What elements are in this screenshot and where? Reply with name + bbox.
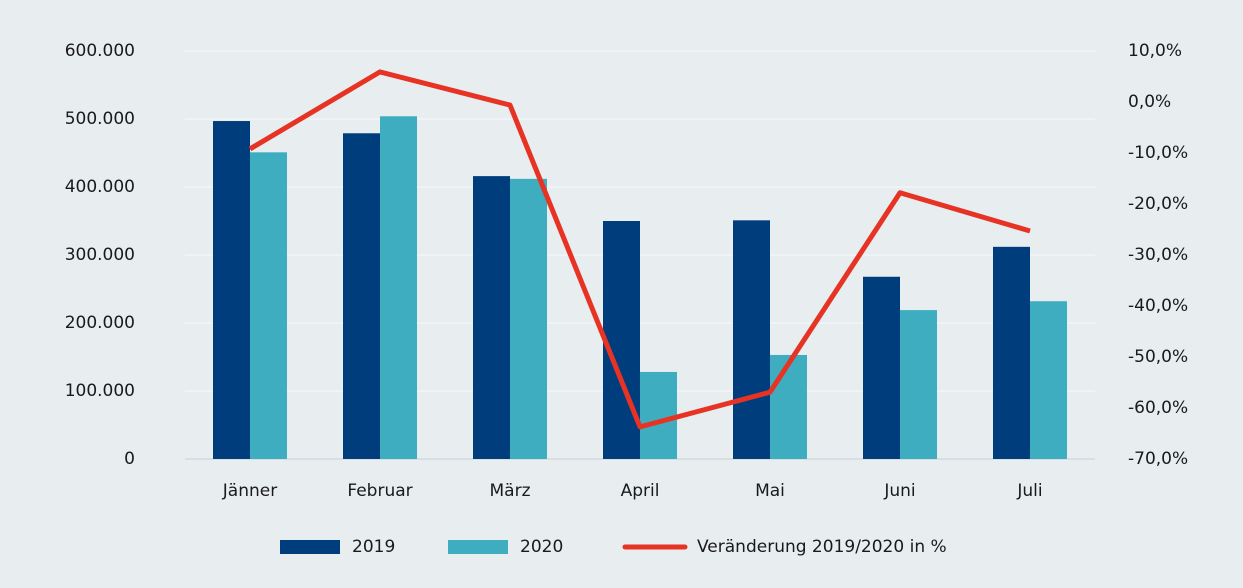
bar — [993, 246, 1030, 459]
y2-tick-label: -60,0% — [1128, 398, 1188, 418]
y2-tick-label: -10,0% — [1128, 143, 1188, 163]
x-tick-label: Juli — [1016, 481, 1042, 501]
bar — [1030, 301, 1067, 459]
bar — [863, 276, 900, 459]
legend-label: 2020 — [520, 537, 563, 557]
y2-tick-label: -30,0% — [1128, 245, 1188, 265]
bar — [733, 220, 770, 459]
x-tick-label: April — [621, 481, 660, 501]
y2-tick-label: 0,0% — [1128, 92, 1171, 112]
legend-label: Veränderung 2019/2020 in % — [697, 537, 947, 557]
legend-label: 2019 — [352, 537, 395, 557]
bar — [213, 121, 250, 459]
bar — [473, 176, 510, 459]
y2-tick-label: -50,0% — [1128, 347, 1188, 367]
y2-tick-label: -20,0% — [1128, 194, 1188, 214]
y-tick-label: 100.000 — [65, 381, 135, 401]
y2-tick-label: -40,0% — [1128, 296, 1188, 316]
line — [248, 69, 1031, 430]
bar — [380, 116, 417, 459]
legend-swatch — [280, 540, 340, 554]
bar — [770, 354, 807, 459]
bar — [603, 221, 640, 459]
y-tick-label: 500.000 — [65, 109, 135, 129]
bar — [900, 310, 937, 459]
y-tick-label: 600.000 — [65, 41, 135, 61]
y-tick-label: 400.000 — [65, 177, 135, 197]
x-tick-label: Juni — [883, 481, 915, 501]
x-tick-label: März — [490, 481, 531, 501]
x-tick-label: Februar — [347, 481, 412, 501]
bar — [343, 133, 380, 459]
bar — [250, 152, 287, 459]
y-tick-label: 0 — [124, 449, 135, 469]
y2-tick-label: -70,0% — [1128, 449, 1188, 469]
legend-swatch — [448, 540, 508, 554]
bar — [510, 178, 547, 459]
bar — [640, 371, 677, 459]
x-tick-label: Mai — [755, 481, 785, 501]
x-tick-label: Jänner — [222, 481, 277, 501]
y-tick-label: 200.000 — [65, 313, 135, 333]
y-tick-label: 300.000 — [65, 245, 135, 265]
y2-tick-label: 10,0% — [1128, 41, 1182, 61]
